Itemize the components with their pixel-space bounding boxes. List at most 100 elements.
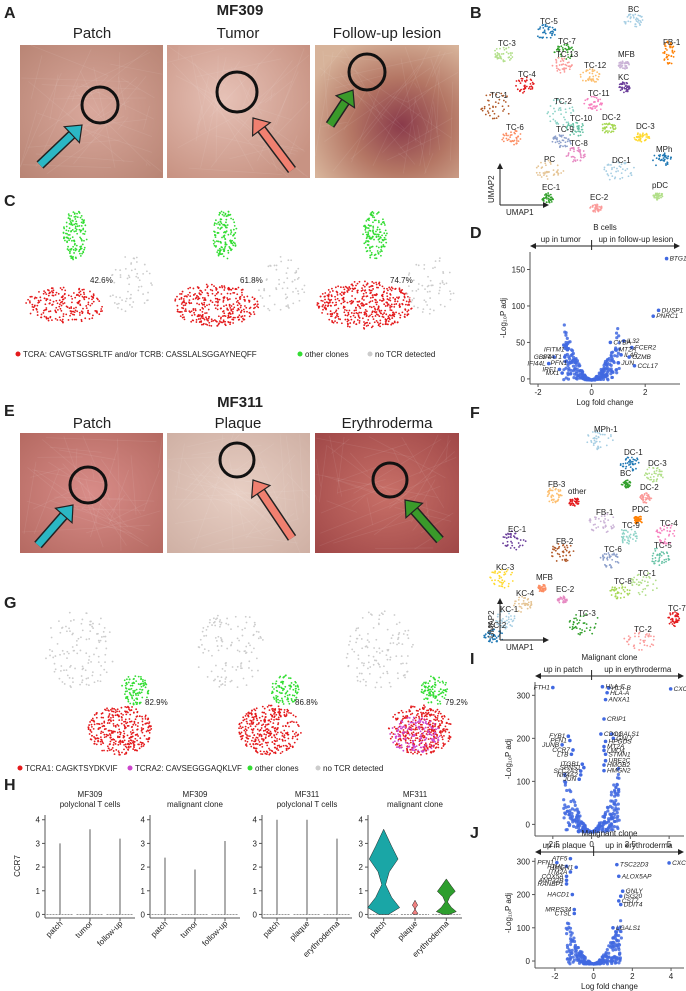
cell-dot: [86, 307, 88, 309]
cell-dot: [543, 200, 545, 202]
cell-dot: [275, 683, 277, 685]
cell-dot: [644, 580, 646, 582]
cell-dot: [124, 679, 126, 681]
cell-dot: [661, 562, 663, 564]
cell-dot: [539, 587, 541, 589]
cell-dot: [138, 683, 140, 685]
cell-dot: [81, 289, 83, 291]
cell-dot: [624, 587, 626, 589]
cell-dot: [70, 686, 72, 688]
cell-dot: [334, 317, 336, 319]
legend-swatch: [16, 352, 21, 357]
cell-dot: [63, 313, 65, 315]
cell-dot: [220, 221, 222, 223]
cell-dot: [664, 156, 666, 158]
cell-dot: [82, 221, 84, 223]
cell-dot: [644, 640, 646, 642]
cell-dot: [354, 298, 356, 300]
cell-dot: [139, 279, 141, 281]
cell-dot: [624, 591, 626, 593]
cell-dot: [540, 162, 542, 164]
cell-dot: [615, 595, 617, 597]
cluster-label: PC: [544, 155, 555, 164]
cell-dot: [666, 54, 668, 56]
cell-dot: [653, 561, 655, 563]
cell-dot: [136, 749, 138, 751]
cell-dot: [221, 237, 223, 239]
cell-dot: [638, 581, 640, 583]
cell-dot: [244, 305, 246, 307]
cell-dot: [341, 291, 343, 293]
cell-dot: [507, 135, 509, 137]
cell-dot: [59, 632, 61, 634]
cell-dot: [378, 211, 380, 213]
cell-dot: [228, 252, 230, 254]
cell-dot: [198, 646, 200, 648]
cell-dot: [558, 494, 560, 496]
cell-dot: [72, 677, 74, 679]
cell-dot: [88, 684, 90, 686]
cell-dot: [557, 172, 559, 174]
cell-dot: [49, 649, 51, 651]
cell-dot: [218, 223, 220, 225]
cell-dot: [574, 159, 576, 161]
cell-dot: [342, 298, 344, 300]
cell-dot: [100, 741, 102, 743]
cell-dot: [600, 557, 602, 559]
cell-dot: [226, 307, 228, 309]
cell-dot: [646, 502, 648, 504]
cell-dot: [371, 252, 373, 254]
cell-dot: [648, 472, 650, 474]
cell-dot: [368, 219, 370, 221]
cell-dot: [317, 302, 319, 304]
cell-dot: [364, 312, 366, 314]
cell-dot: [243, 309, 245, 311]
cell-dot: [204, 306, 206, 308]
cell-dot: [659, 195, 661, 197]
cell-dot: [632, 468, 634, 470]
cell-dot: [135, 698, 137, 700]
cell-dot: [372, 225, 374, 227]
cell-dot: [295, 691, 297, 693]
cell-dot: [274, 304, 276, 306]
cell-dot: [371, 306, 373, 308]
cell-dot: [70, 620, 72, 622]
cell-dot: [590, 79, 592, 81]
cell-dot: [225, 304, 227, 306]
cell-dot: [626, 168, 628, 170]
cell-dot: [354, 310, 356, 312]
cell-dot: [672, 623, 674, 625]
cell-dot: [560, 72, 562, 74]
cell-dot: [616, 168, 618, 170]
cell-dot: [562, 145, 564, 147]
cell-dot: [273, 719, 275, 721]
cell-dot: [292, 730, 294, 732]
cell-dot: [523, 88, 525, 90]
cell-dot: [189, 295, 191, 297]
cell-dot: [187, 288, 189, 290]
cell-dot: [282, 287, 284, 289]
cell-dot: [43, 290, 45, 292]
cell-dot: [582, 123, 584, 125]
cell-dot: [558, 107, 560, 109]
cell-dot: [273, 697, 275, 699]
cell-dot: [652, 553, 654, 555]
cell-dot: [237, 649, 239, 651]
cell-dot: [484, 108, 486, 110]
cell-dot: [222, 683, 224, 685]
cell-dot: [217, 636, 219, 638]
cell-dot: [430, 285, 432, 287]
cell-dot: [639, 15, 641, 17]
cell-dot: [529, 86, 531, 88]
cell-dot: [395, 303, 397, 305]
cell-dot: [630, 466, 632, 468]
cell-dot: [118, 303, 120, 305]
cell-dot: [78, 638, 80, 640]
panel-letter: C: [4, 193, 16, 210]
cell-dot: [415, 264, 417, 266]
cell-dot: [258, 289, 260, 291]
photo-label: Follow-up lesion: [333, 25, 441, 42]
cell-dot: [225, 678, 227, 680]
cell-dot: [580, 160, 582, 162]
cell-dot: [514, 615, 516, 617]
